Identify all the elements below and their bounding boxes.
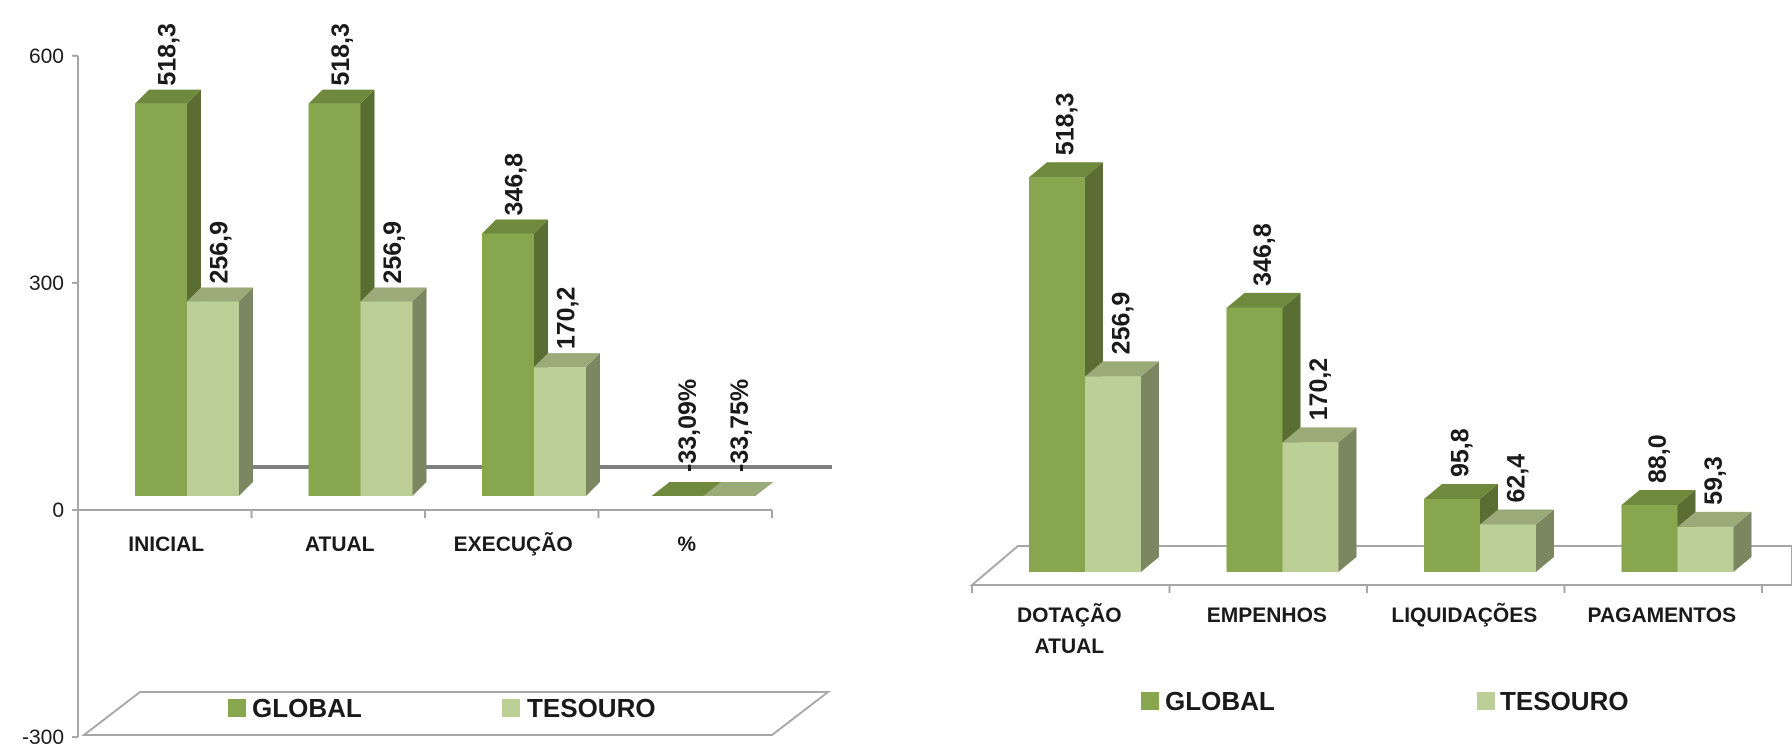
data-label: 518,3	[327, 23, 355, 86]
bar-global-front	[1029, 177, 1085, 573]
bar-tesouro-side	[1733, 511, 1752, 572]
bar-global-front	[1226, 307, 1283, 572]
bar-tesouro-top	[534, 353, 600, 368]
category-label: PAGAMENTOS	[1588, 604, 1737, 627]
data-label: 518,3	[154, 23, 182, 86]
data-label: -33,09%	[674, 379, 702, 472]
bar-global-top	[1029, 162, 1103, 178]
category-label: %	[677, 533, 696, 556]
bar-tesouro-front	[1085, 376, 1141, 572]
legend-platform	[81, 691, 831, 736]
data-label: 170,2	[1305, 358, 1333, 421]
bar-tesouro-top	[1480, 509, 1554, 525]
data-label: 256,9	[379, 221, 407, 284]
y-tick-label: -300	[22, 726, 64, 747]
bar-global-front	[1621, 504, 1678, 572]
bar-tesouro	[187, 287, 253, 496]
data-label: 170,2	[553, 287, 581, 350]
bar-global-top	[308, 89, 375, 104]
data-label: 62,4	[1503, 454, 1531, 503]
data-label: -33,75%	[726, 379, 754, 472]
category-label: EMPENHOS	[1207, 604, 1327, 627]
category-label: EXECUÇÃO	[454, 533, 573, 556]
bar-tesouro-side	[1141, 361, 1159, 572]
data-label: 88,0	[1644, 434, 1672, 483]
bar-tesouro-front	[1480, 524, 1536, 572]
bar-tesouro-flat	[703, 482, 774, 496]
data-label: 518,3	[1052, 93, 1080, 156]
data-label: 346,8	[1249, 223, 1277, 286]
data-label: 95,8	[1447, 428, 1475, 477]
bar-tesouro-side	[239, 287, 253, 496]
bar-tesouro-front	[1677, 526, 1734, 572]
category-label: DOTAÇÃO	[1017, 604, 1122, 627]
legend-swatch-global	[1141, 692, 1159, 710]
bar-global-top	[482, 219, 548, 234]
bar-tesouro	[1085, 361, 1159, 572]
legend-swatch-global	[228, 699, 246, 717]
bar-tesouro-front	[187, 301, 239, 496]
bar-tesouro-top	[1677, 511, 1752, 527]
bar-tesouro-top	[187, 287, 253, 302]
bar-tesouro	[1480, 509, 1554, 572]
bar-tesouro-front	[1282, 442, 1339, 572]
legend-label-global: GLOBAL	[1165, 686, 1275, 716]
y-tick-label: 300	[29, 272, 64, 295]
bar-tesouro-side	[1536, 509, 1554, 572]
bar-global-top	[135, 89, 201, 104]
bar-global-flat	[651, 482, 722, 496]
bar-global-front	[482, 233, 534, 496]
category-label: ATUAL	[1035, 635, 1105, 658]
data-label: 346,8	[501, 153, 529, 216]
bar-tesouro	[534, 353, 600, 496]
bar-global-front	[135, 103, 187, 496]
category-label: INICIAL	[128, 533, 204, 556]
bar-tesouro-side	[412, 287, 427, 496]
bar-tesouro	[360, 287, 427, 496]
bar-global-top	[1226, 292, 1301, 308]
bar-tesouro-front	[360, 301, 413, 496]
bar-tesouro-top	[360, 287, 427, 302]
data-label: 59,3	[1700, 456, 1728, 505]
y-tick-label: 0	[52, 499, 64, 522]
bar-tesouro-side	[1338, 427, 1357, 572]
bar-tesouro	[1282, 427, 1357, 572]
bar-tesouro-front	[534, 367, 586, 496]
legend-swatch-tesouro	[502, 699, 520, 717]
legend: GLOBAL TESOURO	[1141, 686, 1629, 716]
chart-budget-overview: 600 300 0 -300 518,3 256,9 INICIAL 518,3 256,9 AT…	[22, 23, 832, 747]
bar-global-top	[1424, 484, 1498, 500]
bar-tesouro-side	[586, 353, 600, 496]
category-label: LIQUIDAÇÕES	[1391, 603, 1537, 627]
legend-label-tesouro: TESOURO	[527, 693, 656, 723]
legend-swatch-tesouro	[1477, 692, 1495, 710]
bar-global-top	[1621, 489, 1696, 505]
bar-tesouro-top	[1282, 427, 1357, 443]
chart-budget-execution-stages: 518,3 256,9 DOTAÇÃO ATUAL 346,8 170,2 EMPENHOS…	[969, 93, 1792, 716]
bar-tesouro-top	[1085, 361, 1159, 377]
legend-label-tesouro: TESOURO	[1500, 686, 1629, 716]
y-tick-label: 600	[29, 45, 64, 68]
bar-tesouro	[1677, 511, 1752, 572]
data-label: 256,9	[206, 221, 234, 284]
legend: GLOBAL TESOURO	[81, 691, 831, 736]
bar-global-front	[308, 103, 361, 496]
data-label: 256,9	[1108, 292, 1136, 355]
category-label: ATUAL	[305, 533, 375, 556]
bar-global-front	[1424, 499, 1480, 572]
legend-label-global: GLOBAL	[252, 693, 362, 723]
